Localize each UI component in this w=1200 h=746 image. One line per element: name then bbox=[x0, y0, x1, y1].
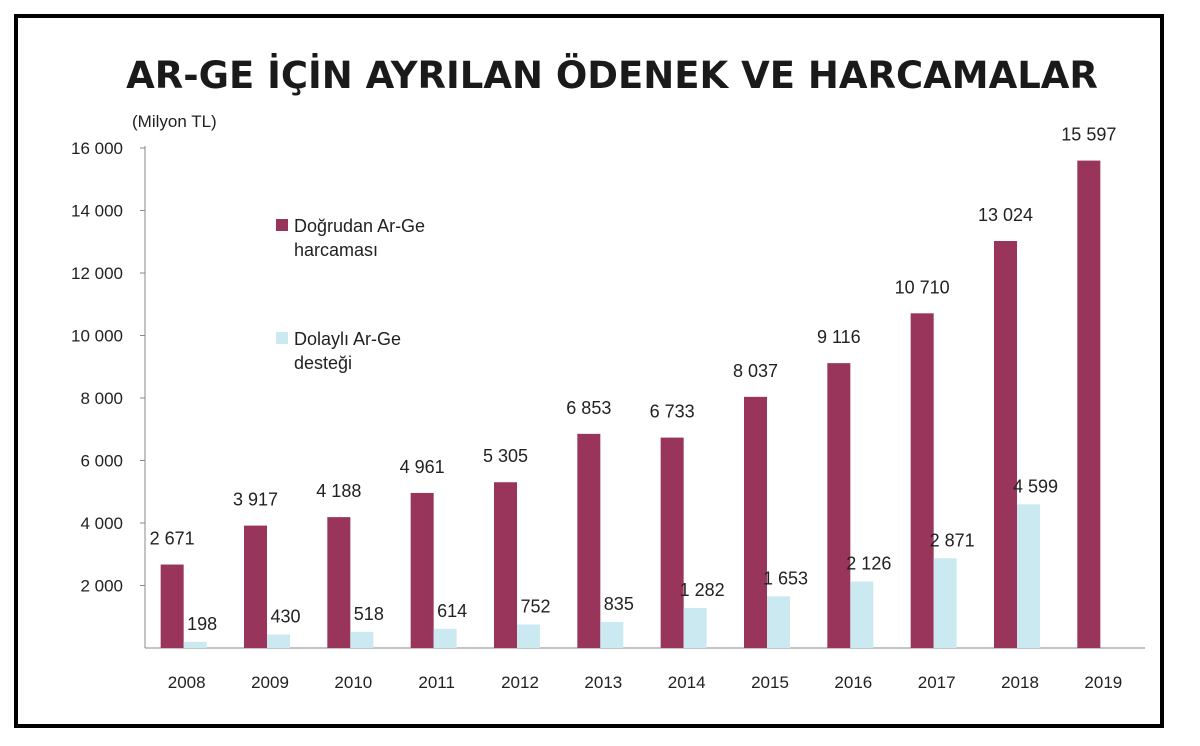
legend-label: Doğrudan Ar-Ge bbox=[294, 216, 425, 236]
bar-indirect-rd bbox=[767, 596, 790, 648]
bar-value-label: 4 188 bbox=[316, 481, 361, 501]
bar-value-label: 198 bbox=[187, 614, 217, 634]
bar-value-label: 10 710 bbox=[895, 277, 950, 297]
x-tick-label: 2019 bbox=[1084, 673, 1122, 692]
y-tick-label: 16 000 bbox=[71, 139, 123, 158]
y-tick-label: 4 000 bbox=[80, 514, 123, 533]
bar-indirect-rd bbox=[183, 641, 207, 648]
bar-indirect-rd bbox=[517, 624, 540, 648]
y-tick-label: 8 000 bbox=[80, 389, 123, 408]
x-tick-label: 2018 bbox=[1001, 673, 1039, 692]
bar-value-label: 9 116 bbox=[817, 327, 861, 347]
bar-indirect-rd bbox=[350, 631, 374, 648]
bar-value-label: 3 917 bbox=[233, 490, 278, 510]
y-tick-label: 14 000 bbox=[71, 202, 123, 221]
bar-indirect-rd bbox=[433, 628, 457, 648]
bar-indirect-rd bbox=[850, 581, 874, 648]
bar-value-label: 4 599 bbox=[1013, 476, 1058, 496]
x-tick-label: 2013 bbox=[584, 673, 622, 692]
legend-label: Dolaylı Ar-Ge bbox=[294, 329, 401, 349]
bar-value-label: 4 961 bbox=[400, 457, 445, 477]
x-tick-label: 2017 bbox=[918, 673, 956, 692]
bar-indirect-rd bbox=[267, 634, 290, 648]
legend-swatch-direct bbox=[276, 219, 288, 231]
y-tick-label: 10 000 bbox=[71, 327, 123, 346]
bar-direct-rd bbox=[160, 564, 184, 648]
bar-value-label: 13 024 bbox=[978, 205, 1033, 225]
legend-swatch-indirect bbox=[276, 332, 288, 344]
bar-direct-rd bbox=[827, 363, 851, 648]
bar-value-label: 6 853 bbox=[566, 398, 611, 418]
x-tick-label: 2014 bbox=[668, 673, 706, 692]
legend-label: desteği bbox=[294, 353, 352, 373]
y-tick-label: 2 000 bbox=[80, 577, 123, 596]
bar-value-label: 835 bbox=[604, 594, 634, 614]
bar-direct-rd bbox=[1077, 160, 1101, 648]
bar-value-label: 2 671 bbox=[150, 529, 195, 549]
bar-value-label: 8 037 bbox=[733, 361, 778, 381]
bar-direct-rd bbox=[910, 313, 934, 648]
bar-direct-rd bbox=[244, 525, 267, 648]
bar-value-label: 518 bbox=[354, 604, 384, 624]
bar-value-label: 5 305 bbox=[483, 446, 528, 466]
bar-direct-rd bbox=[994, 241, 1017, 648]
x-tick-label: 2010 bbox=[334, 673, 372, 692]
bar-value-label: 15 597 bbox=[1061, 125, 1116, 145]
chart-title: AR-GE İÇİN AYRILAN ÖDENEK VE HARCAMALAR bbox=[126, 53, 1098, 97]
x-tick-label: 2009 bbox=[251, 673, 289, 692]
x-tick-label: 2016 bbox=[834, 673, 872, 692]
x-tick-label: 2008 bbox=[168, 673, 206, 692]
unit-label: (Milyon TL) bbox=[132, 112, 217, 131]
bar-value-label: 2 126 bbox=[846, 554, 891, 574]
x-tick-label: 2015 bbox=[751, 673, 789, 692]
bar-direct-rd bbox=[410, 492, 434, 648]
x-tick-label: 2012 bbox=[501, 673, 539, 692]
bar-value-label: 2 871 bbox=[930, 530, 975, 550]
bar-value-label: 752 bbox=[520, 597, 550, 617]
bar-value-label: 1 653 bbox=[763, 568, 808, 588]
bar-direct-rd bbox=[494, 482, 517, 648]
y-tick-label: 6 000 bbox=[80, 452, 123, 471]
bar-direct-rd bbox=[577, 433, 601, 648]
bar-value-label: 6 733 bbox=[650, 402, 695, 422]
bar-direct-rd bbox=[660, 437, 684, 648]
y-tick-label: 12 000 bbox=[71, 264, 123, 283]
bar-indirect-rd bbox=[600, 621, 624, 648]
bar-direct-rd bbox=[327, 517, 351, 648]
x-tick-label: 2011 bbox=[418, 673, 455, 692]
bar-indirect-rd bbox=[933, 558, 957, 648]
bar-value-label: 1 282 bbox=[680, 580, 725, 600]
legend-label: harcaması bbox=[294, 240, 378, 260]
bar-value-label: 614 bbox=[437, 601, 467, 621]
bar-indirect-rd bbox=[683, 607, 707, 648]
bar-value-label: 430 bbox=[270, 607, 300, 627]
bar-direct-rd bbox=[744, 396, 767, 648]
bar-indirect-rd bbox=[1017, 504, 1040, 648]
